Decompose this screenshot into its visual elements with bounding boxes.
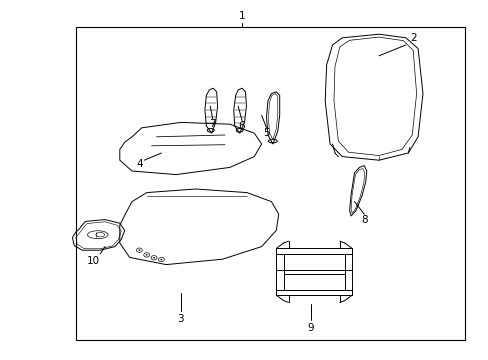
Text: 5: 5 xyxy=(263,128,269,138)
Text: 1: 1 xyxy=(238,11,245,21)
Text: 9: 9 xyxy=(306,323,313,333)
Text: 6: 6 xyxy=(238,121,245,131)
Circle shape xyxy=(145,254,147,256)
Text: 8: 8 xyxy=(360,215,367,225)
Text: 3: 3 xyxy=(177,314,184,324)
Text: 10: 10 xyxy=(86,256,99,266)
Bar xyxy=(76,27,464,340)
Circle shape xyxy=(138,249,140,251)
Text: 7: 7 xyxy=(209,119,216,129)
Text: 4: 4 xyxy=(136,159,142,169)
Text: 2: 2 xyxy=(409,33,416,43)
Circle shape xyxy=(153,257,155,258)
Circle shape xyxy=(160,259,162,260)
